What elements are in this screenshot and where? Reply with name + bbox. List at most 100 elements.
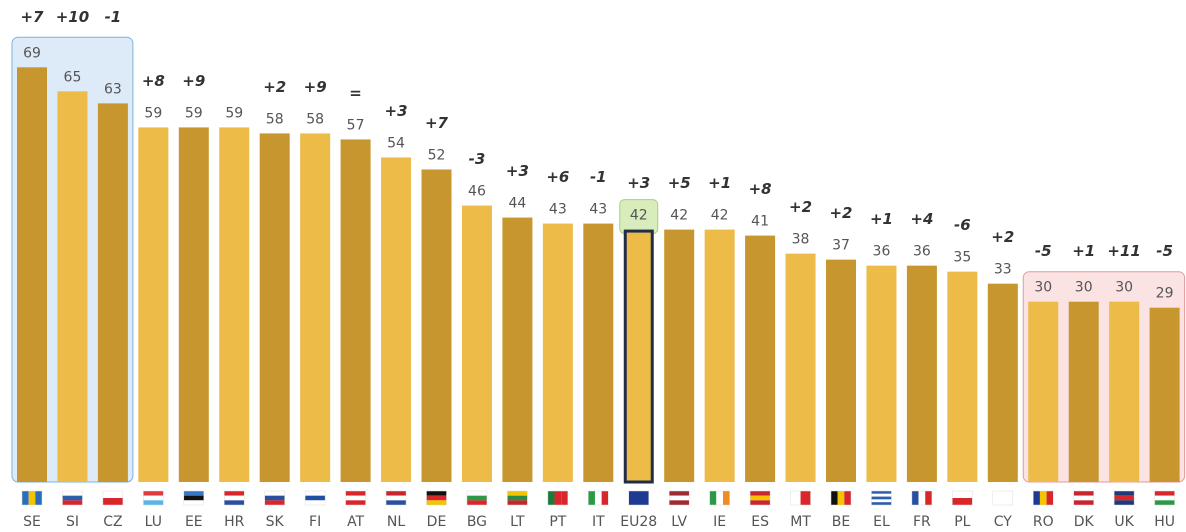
bar xyxy=(219,127,250,482)
change-label: +9 xyxy=(182,72,205,90)
bar xyxy=(138,127,169,482)
flag-border xyxy=(183,490,205,506)
flag xyxy=(426,491,447,496)
change-label: +3 xyxy=(627,174,650,192)
flag-border xyxy=(143,490,164,506)
change-label: +2 xyxy=(263,78,286,96)
flag xyxy=(22,491,29,505)
change-label: +9 xyxy=(304,78,327,96)
x-tick-label: SE xyxy=(23,514,41,530)
flag xyxy=(918,491,926,505)
flag-border xyxy=(588,490,609,506)
flag xyxy=(1154,500,1175,505)
x-tick-label: SI xyxy=(66,514,79,530)
flag xyxy=(844,491,851,505)
flag-border xyxy=(426,490,447,506)
flag xyxy=(143,495,164,501)
x-tick-label: RO xyxy=(1033,514,1054,530)
flag xyxy=(466,491,487,496)
flag xyxy=(305,491,326,496)
bar xyxy=(664,229,695,482)
flag xyxy=(588,491,595,505)
flag xyxy=(345,495,366,501)
flag xyxy=(345,491,366,496)
flag xyxy=(426,500,447,505)
flag xyxy=(1046,491,1054,505)
bar xyxy=(623,229,654,484)
flag-border xyxy=(1154,490,1175,506)
flag xyxy=(62,491,83,496)
flag xyxy=(102,491,123,498)
change-label: +5 xyxy=(668,174,691,192)
flag-border xyxy=(304,490,326,506)
x-tick-label: LU xyxy=(145,514,162,530)
value-label: 42 xyxy=(711,208,729,224)
value-label: 42 xyxy=(670,208,688,224)
value-label: 52 xyxy=(428,147,446,163)
bar xyxy=(785,253,816,482)
change-label: -6 xyxy=(954,216,971,234)
flag-border xyxy=(507,490,528,506)
x-tick-label: IE xyxy=(713,514,726,530)
change-label: +2 xyxy=(991,228,1014,246)
flag xyxy=(1073,495,1094,501)
flag xyxy=(831,491,838,505)
change-label: +3 xyxy=(506,162,529,180)
flag xyxy=(1114,495,1135,501)
bar xyxy=(906,265,937,482)
x-tick-label: PL xyxy=(954,514,970,530)
flag-border xyxy=(1073,490,1094,506)
flag xyxy=(102,498,123,505)
flag xyxy=(224,495,245,501)
flag xyxy=(507,500,528,505)
value-label: 42 xyxy=(630,208,648,224)
value-label: 58 xyxy=(306,111,324,127)
value-label: 29 xyxy=(1156,286,1174,302)
flag-border xyxy=(1033,490,1054,506)
value-label: 30 xyxy=(1075,280,1093,296)
change-label: -3 xyxy=(469,150,486,168)
flag-border xyxy=(385,490,407,506)
flag xyxy=(305,495,326,501)
x-tick-label: LT xyxy=(510,514,525,530)
bar xyxy=(97,103,128,483)
flag xyxy=(952,491,973,498)
flag xyxy=(871,493,892,497)
flag xyxy=(264,491,285,496)
flag xyxy=(305,500,326,505)
flag xyxy=(709,491,717,505)
flag xyxy=(62,500,83,505)
x-tick-label: BE xyxy=(832,514,850,530)
flag xyxy=(143,500,164,505)
flag xyxy=(952,498,973,505)
flag xyxy=(183,500,204,505)
x-tick-label: UK xyxy=(1114,514,1134,530)
x-tick-label: ES xyxy=(751,514,769,530)
flag-border xyxy=(709,490,730,506)
bar xyxy=(178,127,209,482)
bar xyxy=(826,259,856,482)
change-label: +1 xyxy=(708,174,731,192)
flag xyxy=(507,495,528,501)
change-label: +4 xyxy=(910,210,933,228)
value-label: 44 xyxy=(508,196,526,212)
x-tick-label: FR xyxy=(913,514,931,530)
bar xyxy=(461,205,492,483)
value-label: 54 xyxy=(387,135,405,151)
flag xyxy=(507,491,528,496)
flag xyxy=(466,495,487,501)
value-label: 35 xyxy=(953,250,971,266)
value-label: 30 xyxy=(1115,280,1133,296)
flag xyxy=(992,491,1013,505)
flag xyxy=(35,491,42,505)
flag xyxy=(790,491,801,505)
change-label: +11 xyxy=(1107,242,1140,260)
x-tick-label: IT xyxy=(592,514,605,530)
change-label: +1 xyxy=(870,210,893,228)
value-label: 58 xyxy=(266,111,284,127)
flag xyxy=(466,500,487,505)
flag-border xyxy=(345,490,366,506)
flag-border xyxy=(992,490,1014,506)
change-label: -5 xyxy=(1156,242,1173,260)
change-label: +8 xyxy=(142,72,165,90)
